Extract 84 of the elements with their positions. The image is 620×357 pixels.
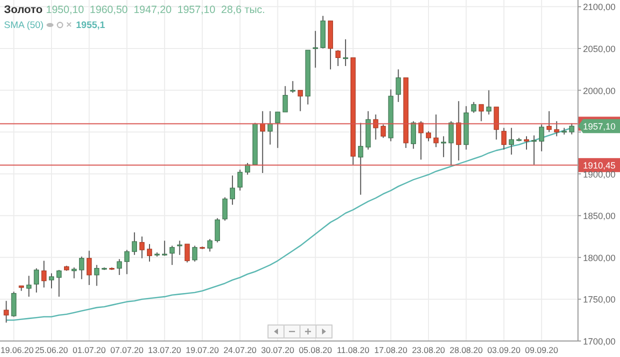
candlestick	[26, 275, 32, 298]
candlestick	[298, 90, 303, 112]
candlestick	[214, 218, 220, 243]
y-tick-label: 1900,00	[583, 169, 616, 180]
x-tick-label: 28.08.20	[450, 345, 483, 355]
candlestick	[4, 300, 9, 324]
text: SMA (50)	[4, 20, 44, 31]
candlestick	[11, 291, 16, 318]
y-tick-label: 1750,00	[583, 294, 616, 305]
x-tick-label: 09.09.20	[525, 345, 558, 355]
ref-line-label: 1910,45	[583, 160, 616, 171]
candlestick	[358, 122, 364, 196]
candlestick	[146, 244, 152, 262]
candlestick	[79, 256, 84, 280]
candlestick	[222, 196, 228, 222]
candlestick	[426, 130, 432, 142]
candlestick	[441, 136, 446, 158]
x-tick-label: 03.09.20	[487, 345, 521, 355]
candlestick	[237, 169, 243, 192]
candlestick	[275, 111, 280, 148]
candlestick	[34, 268, 39, 294]
candlestick	[471, 101, 476, 114]
x-tick-label: 01.07.20	[72, 345, 106, 355]
candlestick	[192, 245, 198, 262]
chart-title: Золото	[4, 4, 43, 16]
x-tick-label: 05.08.20	[298, 345, 332, 355]
candlestick	[448, 120, 454, 166]
candlestick	[56, 269, 62, 298]
candlestick	[380, 124, 386, 138]
x-tick-label: 30.07.20	[261, 345, 295, 355]
x-tick-label: 25.06.20	[34, 345, 68, 355]
candlestick	[282, 86, 288, 112]
candlestick	[170, 245, 175, 266]
annotation: 1955,1	[76, 20, 106, 31]
candlestick	[494, 106, 499, 140]
candlestick	[116, 258, 122, 276]
candlestick	[86, 250, 92, 286]
candlestick	[554, 120, 560, 137]
candlestick	[569, 122, 574, 135]
candlestick	[312, 30, 318, 68]
candlestick	[396, 68, 401, 102]
candlestick	[456, 100, 462, 161]
x-tick-label: 13.07.20	[148, 345, 182, 355]
candlestick	[94, 264, 100, 286]
candlestick	[290, 80, 296, 94]
x-tick-label: 24.07.20	[223, 345, 257, 355]
candlestick	[433, 114, 439, 148]
candlestick	[48, 272, 54, 289]
candlestick	[139, 236, 145, 259]
candlestick	[184, 244, 190, 263]
candlestick	[132, 232, 137, 256]
candlestick	[41, 260, 47, 288]
y-tick-label: 1800,00	[583, 252, 616, 263]
candlestick	[162, 240, 168, 256]
y-tick-label: 1700,00	[583, 336, 616, 346]
candlestick	[124, 249, 130, 275]
y-tick-label: 2100,00	[583, 2, 616, 12]
text: 1957,10	[583, 122, 616, 132]
x-tick-label: 19.07.20	[186, 345, 220, 355]
candlestick	[335, 50, 341, 67]
candlestick	[373, 114, 378, 140]
candlestick	[486, 90, 492, 115]
candlestick	[531, 134, 537, 166]
candlestick	[268, 110, 273, 146]
y-tick-label: 2050,00	[583, 44, 616, 54]
candlestick	[539, 124, 544, 152]
candlestick	[501, 127, 506, 150]
candlestick	[342, 38, 348, 67]
y-tick-label: 1850,00	[583, 211, 616, 222]
candlestick	[546, 110, 552, 133]
x-tick-label: 19.06.20	[0, 345, 34, 355]
x-tick-label: 23.08.20	[412, 345, 446, 355]
candlestick	[207, 238, 212, 252]
x-tick-label: 17.08.20	[374, 345, 408, 355]
candlestick	[410, 120, 416, 150]
y-tick-label: 2000,00	[583, 86, 616, 96]
candlestick	[177, 240, 182, 256]
x-tick-label: 11.08.20	[336, 345, 370, 355]
candlestick	[508, 127, 514, 156]
candlestick	[260, 110, 266, 174]
candlestick	[478, 104, 484, 122]
candlestick	[230, 175, 236, 206]
x-tick-label: 07.07.20	[110, 345, 144, 355]
chart-subtitle: 1950,10 1960,50 1947,20 1957,10 28,6 тыс.	[46, 4, 266, 16]
